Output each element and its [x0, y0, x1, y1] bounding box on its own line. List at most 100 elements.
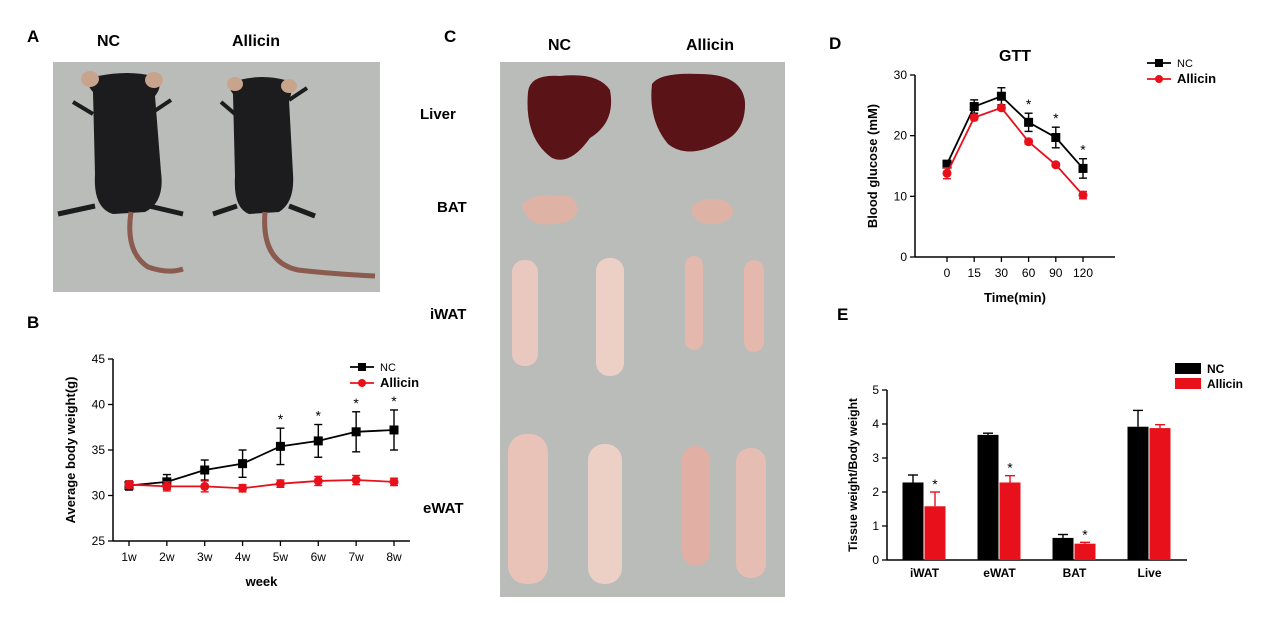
- panel-e-label: E: [837, 305, 849, 324]
- x-tick-label: 3w: [197, 550, 213, 564]
- series-line-nc: [946, 95, 1084, 170]
- x-tick-label: iWAT: [910, 566, 940, 580]
- y-tick-label: 0: [872, 553, 879, 567]
- x-tick-label: 4w: [235, 550, 251, 564]
- bar-allicin-bat: [1074, 543, 1096, 560]
- liver-allicin: [651, 73, 746, 152]
- panel-a-label: A: [27, 27, 40, 46]
- bar-allicin-iwat: [924, 506, 946, 560]
- data-point-allicin: [238, 483, 248, 493]
- x-tick-label: 5w: [273, 550, 289, 564]
- data-point-nc: [200, 465, 210, 475]
- gtt-chart: GTT 0 10 20 30 0 15 30 60 90 120 Time(min) Blood glu…: [865, 48, 1216, 305]
- data-point-nc: [1078, 163, 1088, 173]
- y-tick-label: 1: [872, 519, 879, 533]
- data-point-allicin: [942, 168, 952, 178]
- y-tick-label: 10: [894, 189, 908, 203]
- ewat-nc-1: [508, 434, 548, 584]
- data-point-nc: [1051, 132, 1061, 142]
- y-tick-label: 2: [872, 485, 879, 499]
- legend-label-allicin: Allicin: [380, 375, 419, 390]
- y-tick-label: 3: [872, 451, 879, 465]
- data-point-allicin: [124, 480, 134, 490]
- data-point-allicin: [389, 477, 399, 487]
- bar-nc-bat: [1052, 537, 1074, 560]
- y-tick-label: 45: [92, 352, 106, 366]
- x-tick-label: 2w: [159, 550, 175, 564]
- y-tick-label: 0: [900, 250, 907, 264]
- series-line-allicin: [946, 106, 1084, 196]
- series-line-nc: [128, 429, 395, 487]
- tissue-label-ewat: eWAT: [423, 500, 464, 517]
- panel-b-label: B: [27, 313, 40, 332]
- liver-nc: [527, 75, 612, 160]
- legend-label-allicin: Allicin: [1207, 377, 1243, 391]
- iwat-nc-1: [512, 260, 538, 366]
- tissue-weight-chart: 0 1 2 3 4 5 Tissue weight/Body weight iWAT eWAT B…: [846, 362, 1243, 580]
- iwat-nc-2: [596, 258, 624, 376]
- tissue-label-liver: Liver: [420, 106, 456, 123]
- bar-nc-ewat: [977, 434, 999, 560]
- x-tick-label: 60: [1022, 266, 1036, 280]
- y-tick-label: 35: [92, 443, 106, 457]
- x-tick-label: 7w: [348, 550, 364, 564]
- data-point-allicin: [275, 479, 285, 489]
- panel-a-group-allicin: Allicin: [232, 33, 281, 50]
- significance-mark: *: [1026, 96, 1032, 112]
- legend-swatch-allicin: [1175, 378, 1201, 389]
- legend-swatch-nc: [1175, 363, 1201, 374]
- bar-nc-iwat: [902, 482, 924, 560]
- y-tick-label: 30: [92, 489, 106, 503]
- data-point-allicin: [996, 103, 1006, 113]
- body-weight-chart: 25 30 35 40 45 1w 2w 3w 4w 5w 6w 7w 8w week Average bo…: [63, 352, 419, 589]
- data-point-allicin: [969, 112, 979, 122]
- panel-c-group-nc: NC: [548, 37, 572, 54]
- x-axis-label: Time(min): [984, 290, 1046, 305]
- ewat-allicin-2: [736, 448, 766, 578]
- data-point-nc: [996, 91, 1006, 101]
- data-point-allicin: [200, 481, 210, 491]
- tissue-label-iwat: iWAT: [430, 306, 467, 323]
- data-point-allicin: [1024, 137, 1034, 147]
- bar-allicin-ewat: [999, 482, 1021, 560]
- panel-c-group-allicin: Allicin: [686, 37, 735, 54]
- legend-marker: [358, 363, 366, 371]
- mouse-nc: [57, 71, 184, 274]
- legend-marker: [358, 379, 366, 387]
- data-point-allicin: [1078, 190, 1088, 200]
- significance-mark: *: [316, 408, 322, 424]
- y-axis-label: Blood glucose (mM): [865, 104, 880, 228]
- y-tick-label: 5: [872, 383, 879, 397]
- chart-title: GTT: [999, 48, 1031, 65]
- y-axis-label: Tissue weight/Body weight: [846, 398, 860, 552]
- data-point-nc: [969, 102, 979, 112]
- significance-mark: *: [1007, 460, 1013, 476]
- significance-mark: *: [1080, 142, 1086, 158]
- legend-marker: [1155, 59, 1163, 67]
- data-point-nc: [238, 459, 248, 469]
- panel-a-group-nc: NC: [97, 33, 121, 50]
- significance-mark: *: [391, 393, 397, 409]
- ewat-nc-2: [588, 444, 622, 584]
- bar-nc-live: [1127, 426, 1149, 560]
- x-tick-label: eWAT: [983, 566, 1016, 580]
- y-tick-label: 4: [872, 417, 879, 431]
- data-point-allicin: [351, 475, 361, 485]
- series-line-allicin: [128, 479, 395, 490]
- legend-label-nc: NC: [380, 362, 396, 374]
- tissue-label-bat: BAT: [437, 199, 467, 216]
- mouse-allicin: [212, 77, 376, 279]
- x-tick-label: 120: [1073, 266, 1093, 280]
- iwat-allicin-2: [744, 260, 764, 352]
- y-axis-label: Average body weight(g): [63, 377, 78, 524]
- ewat-allicin-1: [682, 446, 710, 566]
- x-tick-label: 8w: [386, 550, 402, 564]
- legend-label-allicin: Allicin: [1177, 71, 1216, 86]
- significance-mark: *: [1082, 526, 1088, 542]
- x-tick-label: Live: [1137, 566, 1161, 580]
- legend-label-nc: NC: [1207, 362, 1225, 376]
- x-tick-label: BAT: [1063, 566, 1087, 580]
- legend-marker: [1155, 75, 1163, 83]
- data-point-nc: [275, 441, 285, 451]
- data-point-nc: [351, 427, 361, 437]
